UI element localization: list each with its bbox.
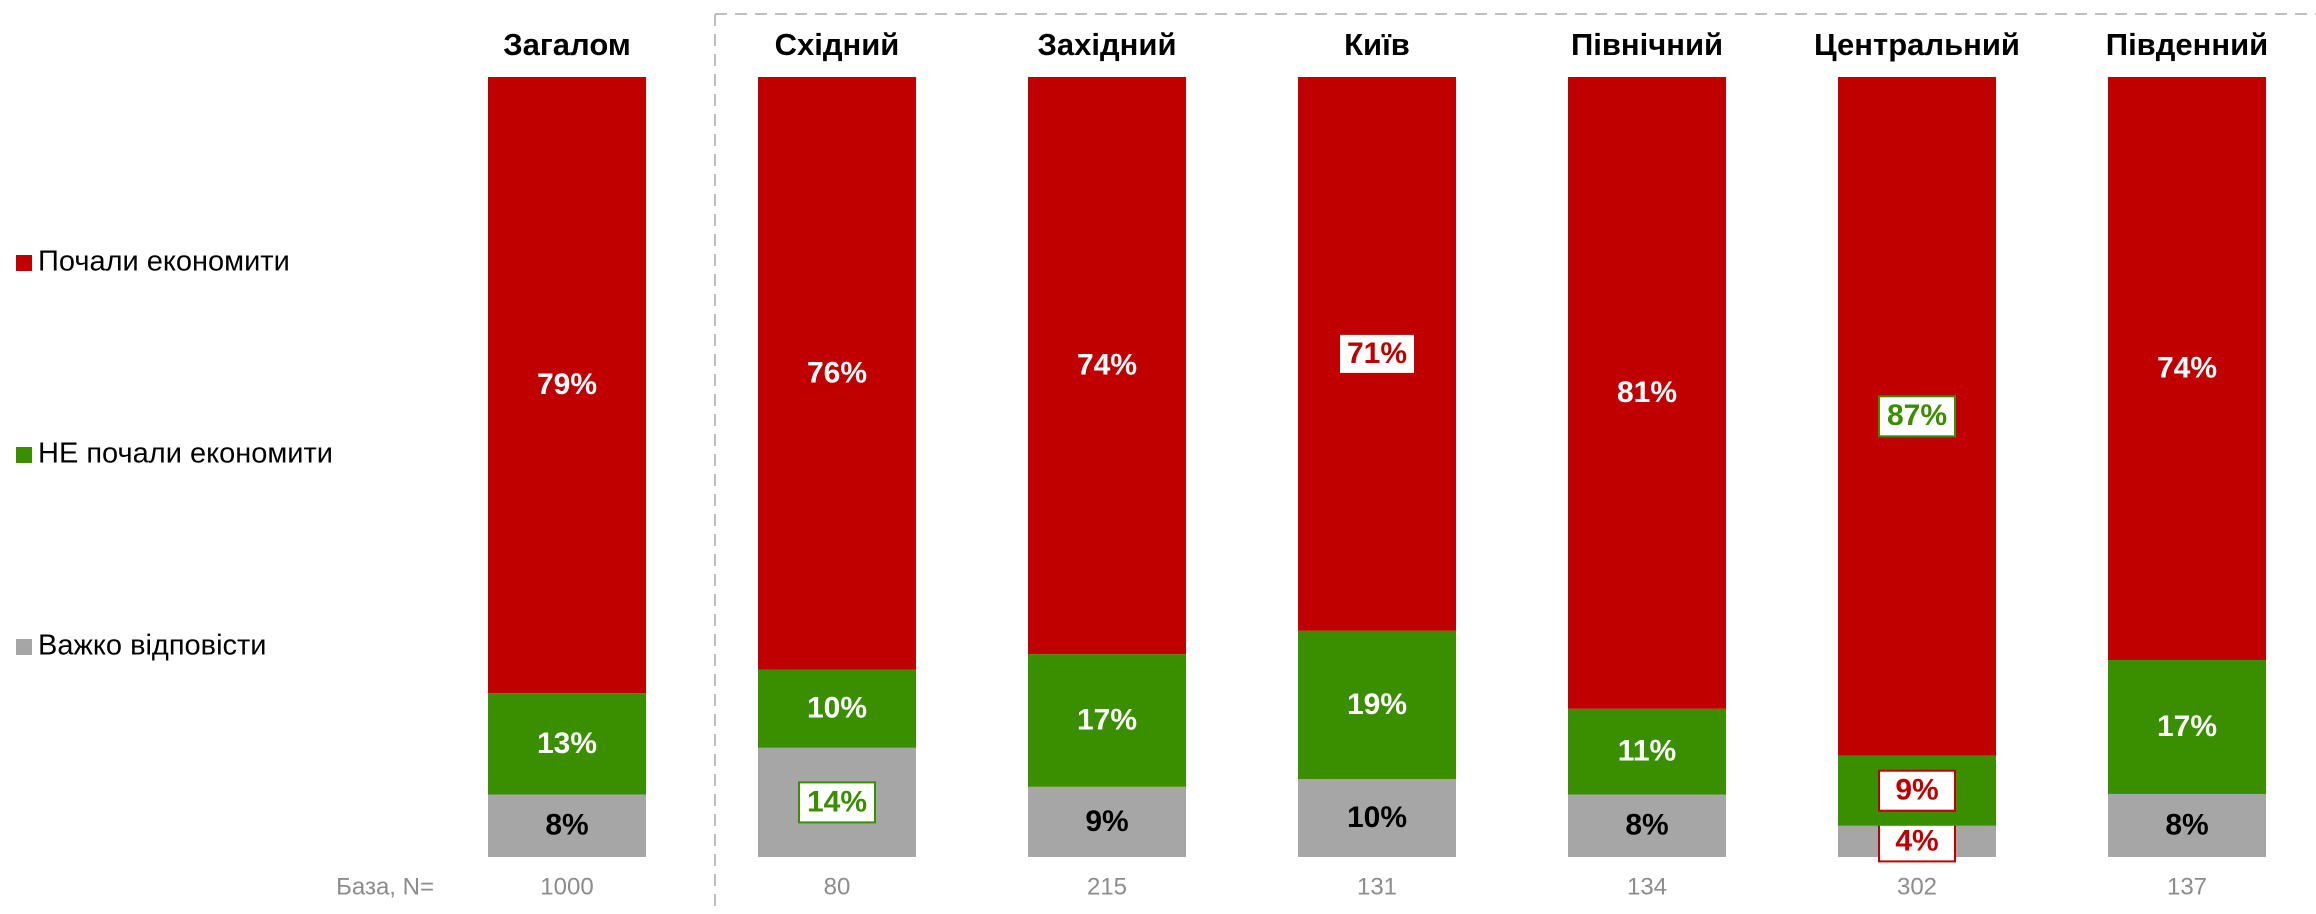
label-box	[1878, 395, 1956, 438]
value-label: 79%	[537, 368, 597, 401]
bar-segment	[758, 77, 916, 670]
value-label: 9%	[1895, 774, 1938, 807]
label-box	[1878, 769, 1956, 812]
bar-segment	[1298, 630, 1456, 779]
value-label: 74%	[1077, 349, 1137, 382]
category-label: Західний	[1037, 27, 1176, 62]
category-label: Центральний	[1814, 27, 2020, 62]
legend-swatch	[16, 255, 32, 271]
legend-label: НЕ почали економити	[38, 438, 333, 470]
value-label: 4%	[1895, 824, 1938, 857]
divider	[714, 13, 2316, 914]
legend-swatch	[16, 447, 32, 463]
value-label: 10%	[1347, 801, 1407, 834]
label-box	[1338, 332, 1416, 375]
category-label: Київ	[1344, 27, 1410, 62]
value-label: 81%	[1617, 376, 1677, 409]
value-label: 10%	[807, 692, 867, 725]
value-label: 8%	[1625, 809, 1668, 842]
value-label: 76%	[807, 356, 867, 389]
base-label: База, N=	[336, 873, 434, 900]
base-value: 1000	[540, 873, 593, 900]
bar-segment	[2108, 660, 2266, 794]
base-value: 302	[1897, 873, 1937, 900]
bar-segment	[1568, 77, 1726, 709]
legend-swatch	[16, 639, 32, 655]
value-label: 17%	[2157, 710, 2217, 743]
value-label: 87%	[1887, 399, 1947, 432]
bar-segment	[2108, 793, 2266, 857]
bar-segment	[1298, 779, 1456, 857]
legend-label: Важко відповісти	[38, 630, 267, 662]
label-box	[798, 781, 876, 824]
base-value: 215	[1087, 873, 1127, 900]
value-label: 19%	[1347, 688, 1407, 721]
bar-segment	[758, 669, 916, 748]
category-label: Північний	[1571, 27, 1723, 62]
value-label: 8%	[545, 809, 588, 842]
bar-segment	[1028, 786, 1186, 857]
value-label: 14%	[807, 785, 867, 818]
label-box	[1878, 820, 1956, 863]
value-label: 11%	[1618, 735, 1676, 768]
bar-segment	[1568, 708, 1726, 795]
value-label: 71%	[1347, 337, 1407, 370]
bar-segment	[1028, 654, 1186, 787]
base-value: 137	[2167, 873, 2207, 900]
bar-segment	[488, 693, 646, 795]
value-label: 9%	[1085, 805, 1128, 838]
value-label: 17%	[1077, 703, 1137, 736]
bar-segment	[488, 794, 646, 857]
value-label: 74%	[2157, 351, 2217, 384]
category-label: Південний	[2106, 27, 2268, 62]
legend-label: Почали економити	[38, 246, 290, 278]
bar-segment	[1028, 77, 1186, 655]
bar-segment	[1568, 794, 1726, 857]
category-label: Загалом	[503, 27, 631, 62]
base-value: 134	[1627, 873, 1667, 900]
bar-segment	[488, 77, 646, 694]
value-label: 8%	[2165, 808, 2208, 841]
base-value: 80	[824, 873, 851, 900]
category-label: Східний	[775, 27, 900, 62]
value-label: 13%	[537, 727, 597, 760]
base-value: 131	[1357, 873, 1397, 900]
bar-segment	[2108, 77, 2266, 661]
